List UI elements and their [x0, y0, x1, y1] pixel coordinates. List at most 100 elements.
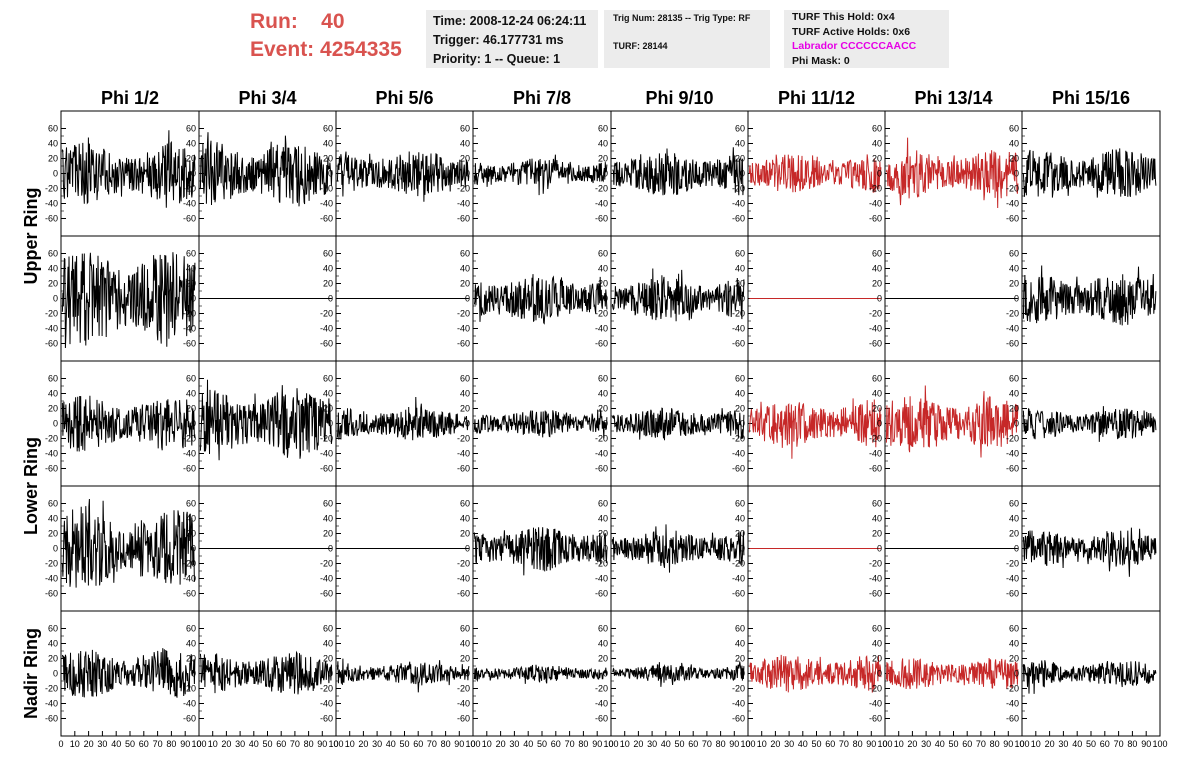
y-tick-label: -40 [320, 449, 333, 459]
y-tick-label: 0 [465, 669, 470, 679]
column-header: Phi 9/10 [645, 88, 713, 108]
y-tick-label: -40 [45, 199, 58, 209]
y-tick-label: -60 [457, 589, 470, 599]
panel-frame [60, 360, 200, 487]
y-tick-label: -60 [183, 214, 196, 224]
y-tick-label: 0 [740, 419, 745, 429]
y-tick-label: 20 [1009, 654, 1019, 664]
y-tick-label: -20 [869, 309, 882, 319]
y-tick-label: -40 [183, 449, 196, 459]
y-tick-label: 40 [598, 389, 608, 399]
waveform-trace [473, 527, 608, 576]
x-tick-label: 70 [976, 739, 986, 749]
y-tick-label: 60 [460, 624, 470, 634]
y-tick-label: -20 [183, 309, 196, 319]
y-tick-label: 20 [598, 404, 608, 414]
y-tick-label: 0 [877, 169, 882, 179]
y-tick-label: 20 [48, 279, 58, 289]
x-tick-label: 70 [1114, 739, 1124, 749]
y-tick-label: -20 [1006, 684, 1019, 694]
y-tick-label: 40 [735, 639, 745, 649]
y-tick-label: -60 [183, 464, 196, 474]
x-tick-label: 60 [551, 739, 561, 749]
x-tick-label: 70 [290, 739, 300, 749]
waveform-trace [1022, 406, 1157, 442]
y-tick-label: 40 [460, 264, 470, 274]
y-tick-label: 40 [872, 514, 882, 524]
y-tick-label: 60 [1009, 249, 1019, 259]
y-tick-label: -20 [45, 184, 58, 194]
y-tick-label: 60 [48, 124, 58, 134]
y-tick-label: 20 [323, 154, 333, 164]
x-tick-label: 80 [853, 739, 863, 749]
y-tick-label: 0 [465, 294, 470, 304]
y-tick-label: 20 [460, 154, 470, 164]
x-tick-label: 80 [166, 739, 176, 749]
y-tick-label: -40 [457, 574, 470, 584]
y-tick-label: -60 [457, 714, 470, 724]
y-tick-label: 20 [48, 529, 58, 539]
y-tick-label: 40 [323, 389, 333, 399]
y-tick-label: 20 [872, 279, 882, 289]
x-tick-label: 80 [990, 739, 1000, 749]
y-tick-label: 60 [460, 499, 470, 509]
y-tick-label: -60 [869, 589, 882, 599]
x-tick-label: 90 [866, 739, 876, 749]
y-tick-label: 40 [48, 514, 58, 524]
y-tick-label: -20 [869, 684, 882, 694]
x-tick-label: 40 [523, 739, 533, 749]
waveform-trace [1022, 527, 1157, 577]
y-tick-label: 20 [872, 529, 882, 539]
x-tick-label: 10 [482, 739, 492, 749]
y-tick-label: 60 [323, 374, 333, 384]
y-tick-label: 60 [1009, 124, 1019, 134]
x-tick-label: 80 [441, 739, 451, 749]
y-tick-label: -40 [595, 199, 608, 209]
y-tick-label: 40 [872, 389, 882, 399]
waveform-trace [749, 654, 882, 693]
x-tick-label: 20 [496, 739, 506, 749]
x-tick-label: 40 [798, 739, 808, 749]
y-tick-label: 20 [186, 154, 196, 164]
x-tick-label: 20 [221, 739, 231, 749]
y-tick-label: -20 [320, 184, 333, 194]
y-tick-label: -20 [45, 684, 58, 694]
x-tick-label: 50 [399, 739, 409, 749]
x-tick-label: 40 [249, 739, 259, 749]
x-tick-label: 50 [811, 739, 821, 749]
turf-active-line: TURF Active Holds: 0x6 [792, 25, 911, 38]
x-tick-label: 20 [358, 739, 368, 749]
x-tick-label: 30 [647, 739, 657, 749]
y-tick-label: -40 [457, 324, 470, 334]
y-tick-label: -20 [1006, 184, 1019, 194]
y-tick-label: -40 [869, 449, 882, 459]
y-tick-label: 20 [598, 654, 608, 664]
y-tick-label: -40 [1006, 324, 1019, 334]
y-tick-label: 40 [48, 139, 58, 149]
x-tick-label: 50 [1086, 739, 1096, 749]
y-tick-label: -60 [869, 214, 882, 224]
waveform-trace [336, 396, 470, 441]
y-tick-label: 20 [872, 404, 882, 414]
run-label: Run: [250, 10, 298, 33]
y-tick-label: -40 [1006, 199, 1019, 209]
y-tick-label: 40 [460, 514, 470, 524]
x-tick-label: 100 [1152, 739, 1167, 749]
y-tick-label: 40 [460, 389, 470, 399]
y-tick-label: 0 [1014, 419, 1019, 429]
y-tick-label: -20 [732, 184, 745, 194]
y-tick-label: -40 [595, 324, 608, 334]
turf-info-box: TURF This Hold: 0x4 TURF Active Holds: 0… [784, 10, 949, 68]
labrador-line: Labrador CCCCCCAACC [792, 40, 917, 52]
x-tick-label: 70 [427, 739, 437, 749]
x-tick-label: 40 [111, 739, 121, 749]
y-tick-label: 20 [598, 279, 608, 289]
y-tick-label: -40 [45, 324, 58, 334]
x-tick-label: 70 [702, 739, 712, 749]
y-tick-label: 20 [48, 654, 58, 664]
y-tick-label: 60 [735, 624, 745, 634]
waveform-trace [61, 498, 196, 588]
x-tick-label: 90 [317, 739, 327, 749]
y-tick-label: -20 [1006, 309, 1019, 319]
waveform-trace [748, 398, 882, 459]
